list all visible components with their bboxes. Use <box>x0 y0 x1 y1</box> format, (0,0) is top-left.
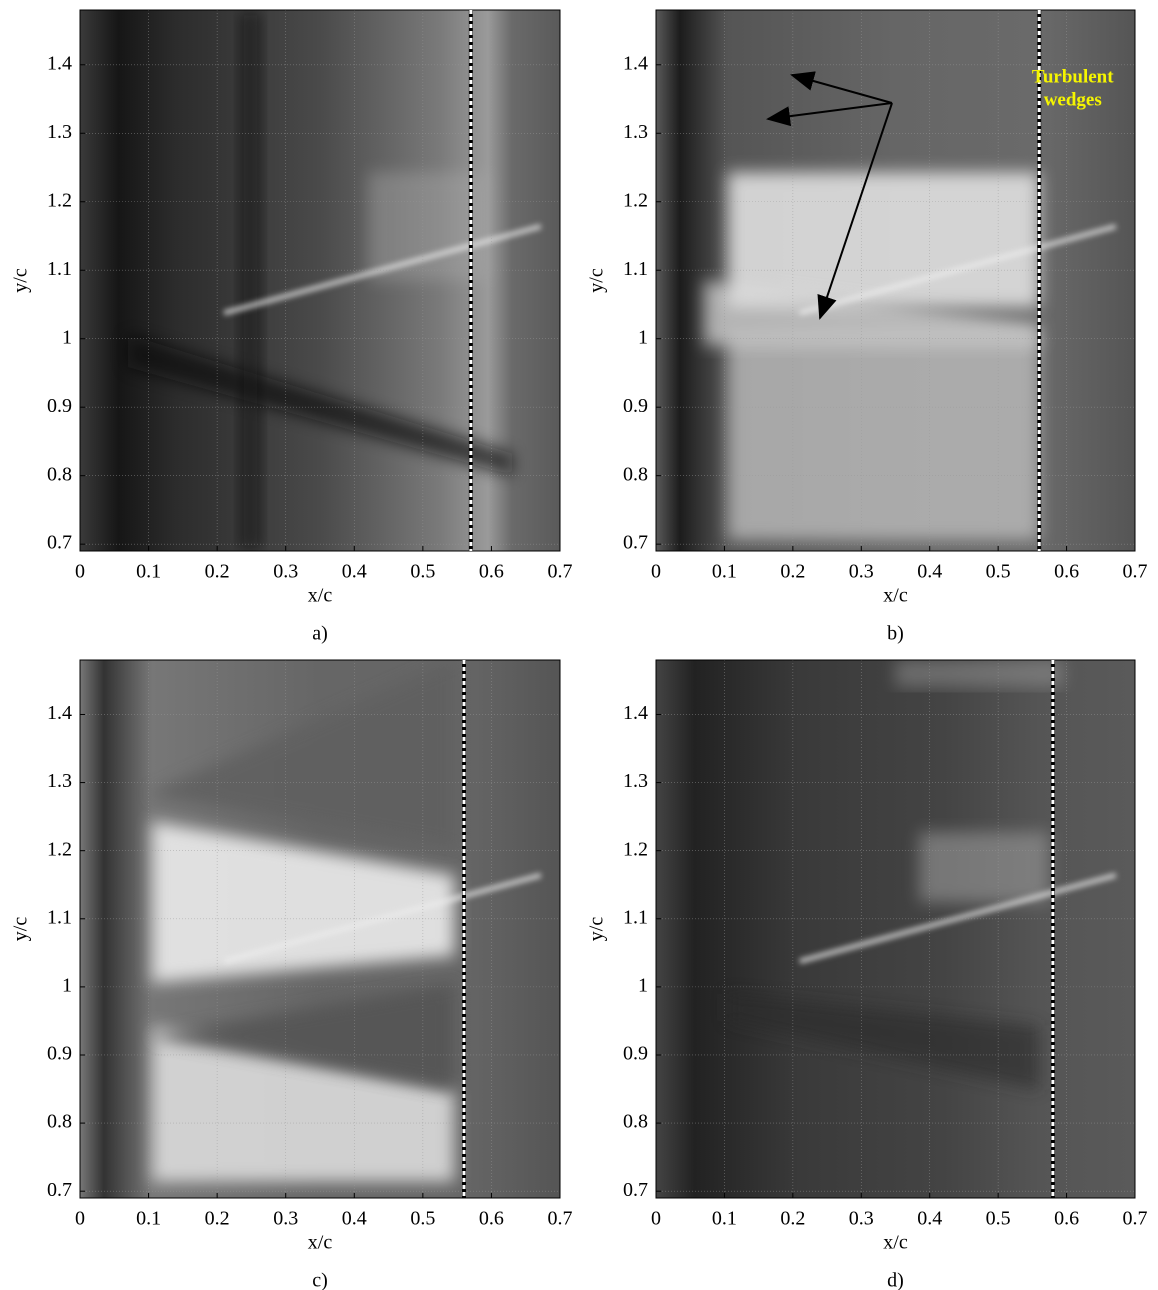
y-tick-label: 0.8 <box>47 463 72 485</box>
x-tick-label: 0.1 <box>136 561 161 583</box>
y-tick-label: 1.1 <box>623 906 648 928</box>
y-tick-label: 1.3 <box>623 121 648 143</box>
panel-label: b) <box>887 623 904 645</box>
x-tick-label: 0.1 <box>136 1208 161 1230</box>
x-tick-label: 0.6 <box>1054 1208 1079 1230</box>
x-tick-label: 0 <box>651 561 661 583</box>
image-region <box>238 10 262 551</box>
x-tick-label: 0.7 <box>1123 1208 1148 1230</box>
y-tick-label: 0.7 <box>47 532 72 554</box>
x-tick-label: 0.3 <box>273 561 298 583</box>
y-axis-label: y/c <box>10 917 32 942</box>
x-tick-label: 0.6 <box>1054 561 1079 583</box>
y-tick-label: 1 <box>638 974 648 996</box>
annotation: wedges <box>1044 89 1102 110</box>
y-tick-label: 0.7 <box>47 1179 72 1201</box>
x-tick-label: 0.7 <box>548 561 573 583</box>
y-axis-label: y/c <box>10 268 32 293</box>
x-tick-label: 0.2 <box>780 561 805 583</box>
y-axis-label: y/c <box>586 268 608 293</box>
y-tick-label: 1.4 <box>623 52 648 74</box>
y-tick-label: 1.3 <box>47 121 72 143</box>
y-tick-label: 1.4 <box>47 702 72 724</box>
panel: 0 0.1 0.2 0.3 0.4 0.5 0.6 0.7 0.7 0.8 0.9 1 1.1 1.2 1.… <box>586 660 1148 1290</box>
y-tick-label: 1 <box>62 974 72 996</box>
y-tick-label: 1.1 <box>47 258 72 280</box>
x-tick-label: 0.6 <box>479 1208 504 1230</box>
y-tick-label: 0.7 <box>623 532 648 554</box>
panel-label: c) <box>312 1270 328 1290</box>
x-axis-label: x/c <box>308 1232 333 1254</box>
y-tick-label: 0.9 <box>623 395 648 417</box>
y-tick-label: 1.2 <box>47 838 72 860</box>
annotation: Turbulent <box>1032 66 1114 87</box>
x-tick-label: 0.5 <box>986 1208 1011 1230</box>
y-tick-label: 1.1 <box>623 258 648 280</box>
panel: 0 0.1 0.2 0.3 0.4 0.5 0.6 0.7 0.7 0.8 0.9 1 1.1 1.2 1.… <box>10 660 573 1290</box>
x-axis-label: x/c <box>308 585 333 607</box>
x-tick-label: 0.2 <box>205 1208 230 1230</box>
thermal-image <box>656 660 1135 1198</box>
y-tick-label: 0.9 <box>47 1043 72 1065</box>
y-tick-label: 0.8 <box>623 463 648 485</box>
x-tick-label: 0.2 <box>205 561 230 583</box>
y-tick-label: 1.2 <box>623 189 648 211</box>
x-tick-label: 0.7 <box>548 1208 573 1230</box>
y-tick-label: 1.1 <box>47 906 72 928</box>
y-tick-label: 1 <box>638 326 648 348</box>
y-tick-label: 0.8 <box>47 1111 72 1133</box>
y-tick-label: 1.3 <box>623 770 648 792</box>
x-tick-label: 0.4 <box>917 1208 942 1230</box>
x-tick-label: 0.1 <box>712 561 737 583</box>
y-tick-label: 1.4 <box>623 702 648 724</box>
x-tick-label: 0.5 <box>410 1208 435 1230</box>
figure: 0 0.1 0.2 0.3 0.4 0.5 0.6 0.7 0.7 0.8 0.9 1 1.1 1.2 1.… <box>0 0 1158 1290</box>
y-tick-label: 0.7 <box>623 1179 648 1201</box>
y-tick-label: 0.9 <box>623 1043 648 1065</box>
y-tick-label: 1.3 <box>47 770 72 792</box>
panel-label: d) <box>887 1270 904 1290</box>
image-region <box>919 832 1048 902</box>
x-tick-label: 0.4 <box>342 561 367 583</box>
image-region <box>728 172 1039 307</box>
x-tick-label: 0 <box>75 1208 85 1230</box>
y-tick-label: 1 <box>62 326 72 348</box>
x-tick-label: 0.4 <box>917 561 942 583</box>
y-tick-label: 0.8 <box>623 1111 648 1133</box>
x-axis-label: x/c <box>883 585 908 607</box>
panel: 0 0.1 0.2 0.3 0.4 0.5 0.6 0.7 0.7 0.8 0.9 1 1.1 1.2 1.… <box>586 10 1148 645</box>
x-tick-label: 0.5 <box>986 561 1011 583</box>
y-tick-label: 0.9 <box>47 395 72 417</box>
y-axis-label: y/c <box>586 917 608 942</box>
x-tick-label: 0.3 <box>273 1208 298 1230</box>
image-region <box>896 660 1064 687</box>
x-tick-label: 0.4 <box>342 1208 367 1230</box>
x-tick-label: 0.3 <box>849 561 874 583</box>
x-tick-label: 0.5 <box>410 561 435 583</box>
x-tick-label: 0 <box>651 1208 661 1230</box>
x-tick-label: 0.2 <box>780 1208 805 1230</box>
y-tick-label: 1.2 <box>47 189 72 211</box>
image-background <box>656 660 1135 1198</box>
y-tick-label: 1.4 <box>47 52 72 74</box>
x-axis-label: x/c <box>883 1232 908 1254</box>
x-tick-label: 0.3 <box>849 1208 874 1230</box>
image-region <box>728 335 1039 541</box>
x-tick-label: 0.1 <box>712 1208 737 1230</box>
thermal-image <box>80 660 560 1198</box>
panel: 0 0.1 0.2 0.3 0.4 0.5 0.6 0.7 0.7 0.8 0.9 1 1.1 1.2 1.… <box>10 10 573 645</box>
thermal-image <box>80 10 560 551</box>
x-tick-label: 0 <box>75 561 85 583</box>
x-tick-label: 0.6 <box>479 561 504 583</box>
x-tick-label: 0.7 <box>1123 561 1148 583</box>
panel-label: a) <box>312 623 328 645</box>
y-tick-label: 1.2 <box>623 838 648 860</box>
